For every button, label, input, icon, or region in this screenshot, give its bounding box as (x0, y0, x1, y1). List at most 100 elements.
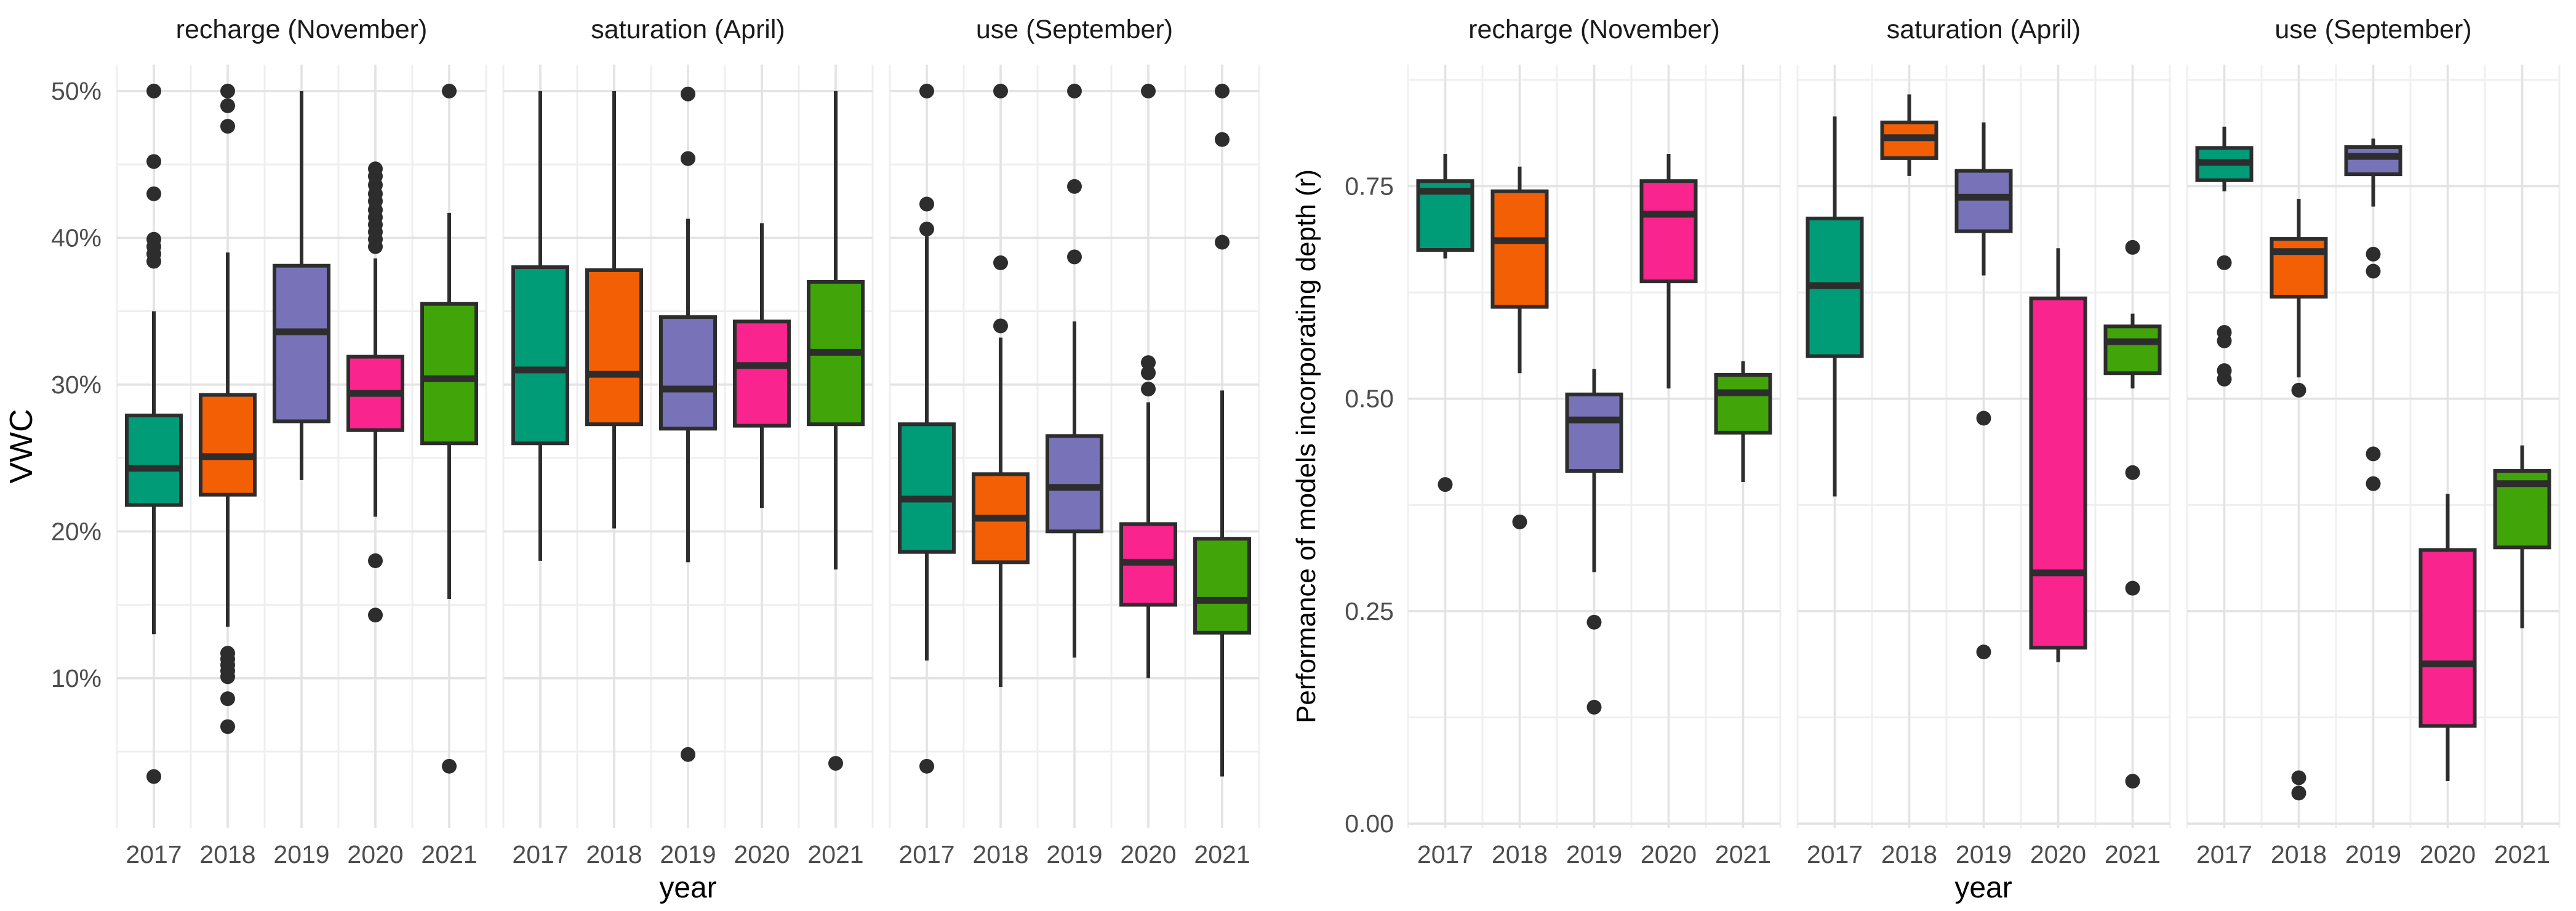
boxplot-2017 (1806, 116, 1864, 497)
box-rect (1565, 392, 1623, 473)
y-tick-label: 30% (51, 371, 102, 399)
performance-chart-svg: recharge (November)2017 2018 2019 2020 2021s… (1291, 15, 2561, 904)
x-tick-label: 2017 (126, 840, 182, 869)
x-tick-label: 2020 (1120, 840, 1176, 869)
outlier-dot (220, 83, 235, 98)
outlier-dot (1586, 699, 1602, 715)
x-tick-label: 2019 (1046, 840, 1102, 869)
outlier-dot (2291, 382, 2306, 398)
outlier-dot (220, 691, 235, 707)
facet-use-september-: use (September) 2017 2018 2019 2020 2021 (2186, 15, 2561, 869)
outlier-dot (220, 119, 235, 134)
outlier-dot (1215, 83, 1230, 98)
outlier-dot (1141, 365, 1156, 380)
outlier-dot (442, 758, 457, 774)
outlier-dot (1067, 249, 1082, 265)
box-rect (898, 422, 956, 554)
facet-recharge-november-: recharge (November) 2017 2018 2019 2020 2021 (1407, 15, 1782, 869)
outlier-dot (1438, 477, 1453, 492)
outlier-dot (146, 154, 161, 169)
boxplot-2019 (1046, 83, 1103, 658)
outlier-dot (2291, 785, 2306, 801)
boxplot-2019 (1954, 122, 2013, 660)
outlier-dot (368, 608, 383, 623)
x-tick-label: 2021 (1715, 840, 1771, 869)
boxplot-2018 (585, 90, 643, 529)
outlier-dot (220, 646, 235, 661)
outlier-dot (368, 161, 383, 177)
outlier-dot (2217, 333, 2232, 348)
boxplot-2019 (659, 86, 717, 762)
facet-recharge-november-: recharge (November) 2017 2018 2019 2020 2021 (116, 15, 487, 869)
boxplot-2020 (2418, 494, 2477, 782)
y-tick-label: 0.25 (1345, 597, 1394, 625)
x-tick-label: 2017 (1807, 840, 1863, 869)
boxplot-2018 (972, 83, 1030, 688)
boxplot-2020 (1119, 83, 1177, 678)
outlier-dot (220, 98, 235, 113)
y-tick-label: 20% (51, 517, 102, 545)
outlier-dot (993, 318, 1008, 334)
x-tick-label: 2018 (1492, 840, 1548, 869)
outlier-dot (1976, 411, 1991, 426)
boxplot-2021 (420, 83, 478, 774)
box-rect (1954, 169, 2013, 233)
boxplot-2018 (1880, 94, 1938, 176)
outlier-dot (146, 186, 161, 201)
outlier-dot (919, 758, 934, 774)
outlier-dot (919, 83, 934, 98)
box-rect (585, 268, 643, 427)
outlier-dot (2217, 255, 2232, 270)
x-tick-label: 2021 (1194, 840, 1250, 869)
outlier-dot (1067, 83, 1082, 98)
x-tick-label: 2018 (586, 840, 642, 869)
outlier-dot (2125, 465, 2140, 480)
outlier-dot (919, 222, 934, 237)
x-tick-label: 2019 (1566, 840, 1622, 869)
boxplot-2018 (2270, 199, 2328, 801)
boxplot-2019 (273, 90, 330, 480)
outlier-dot (2366, 446, 2381, 462)
outlier-dot (828, 756, 843, 771)
box-rect (733, 319, 791, 428)
x-tick-label: 2020 (2030, 840, 2086, 869)
outlier-dot (2217, 371, 2232, 387)
boxplot-2021 (1193, 83, 1251, 777)
x-tick-label: 2019 (1956, 840, 2012, 869)
outlier-dot (2291, 770, 2306, 785)
x-tick-label: 2021 (2105, 840, 2161, 869)
box-rect (273, 263, 330, 423)
box-rect (1714, 373, 1772, 435)
outlier-dot (1141, 382, 1156, 396)
y-tick-label: 40% (51, 223, 102, 252)
box-rect (1490, 189, 1549, 309)
outlier-dot (220, 719, 235, 734)
facet-title: use (September) (2274, 15, 2471, 44)
outlier-dot (1512, 514, 1527, 529)
box-rect (1193, 537, 1251, 635)
y-tick-label: 0.00 (1345, 809, 1394, 838)
outlier-dot (2125, 239, 2140, 255)
outlier-dot (919, 196, 934, 212)
outlier-dot (2366, 246, 2381, 262)
box-rect (2344, 145, 2402, 177)
outlier-dot (146, 769, 161, 784)
outlier-dot (2366, 476, 2381, 491)
x-tick-label: 2019 (660, 840, 716, 869)
y-axis-title: Performance of models incorporating dept… (1291, 169, 1321, 723)
x-tick-label: 2017 (898, 840, 954, 869)
outlier-dot (442, 83, 457, 98)
facet-title: saturation (April) (591, 15, 785, 44)
box-rect (2103, 324, 2162, 375)
boxplot-2021 (2103, 239, 2162, 789)
x-tick-label: 2021 (2494, 840, 2550, 869)
x-tick-label: 2020 (1641, 840, 1697, 869)
facet-saturation-april-: saturation (April) 2017 2018 2019 2020 2021 (1796, 15, 2171, 869)
boxplot-2018 (1490, 166, 1549, 529)
outlier-dot (2366, 263, 2381, 279)
x-axis-title: year (659, 872, 716, 904)
facet-title: saturation (April) (1887, 15, 2081, 44)
outlier-dot (2125, 580, 2140, 596)
outlier-dot (146, 231, 161, 247)
